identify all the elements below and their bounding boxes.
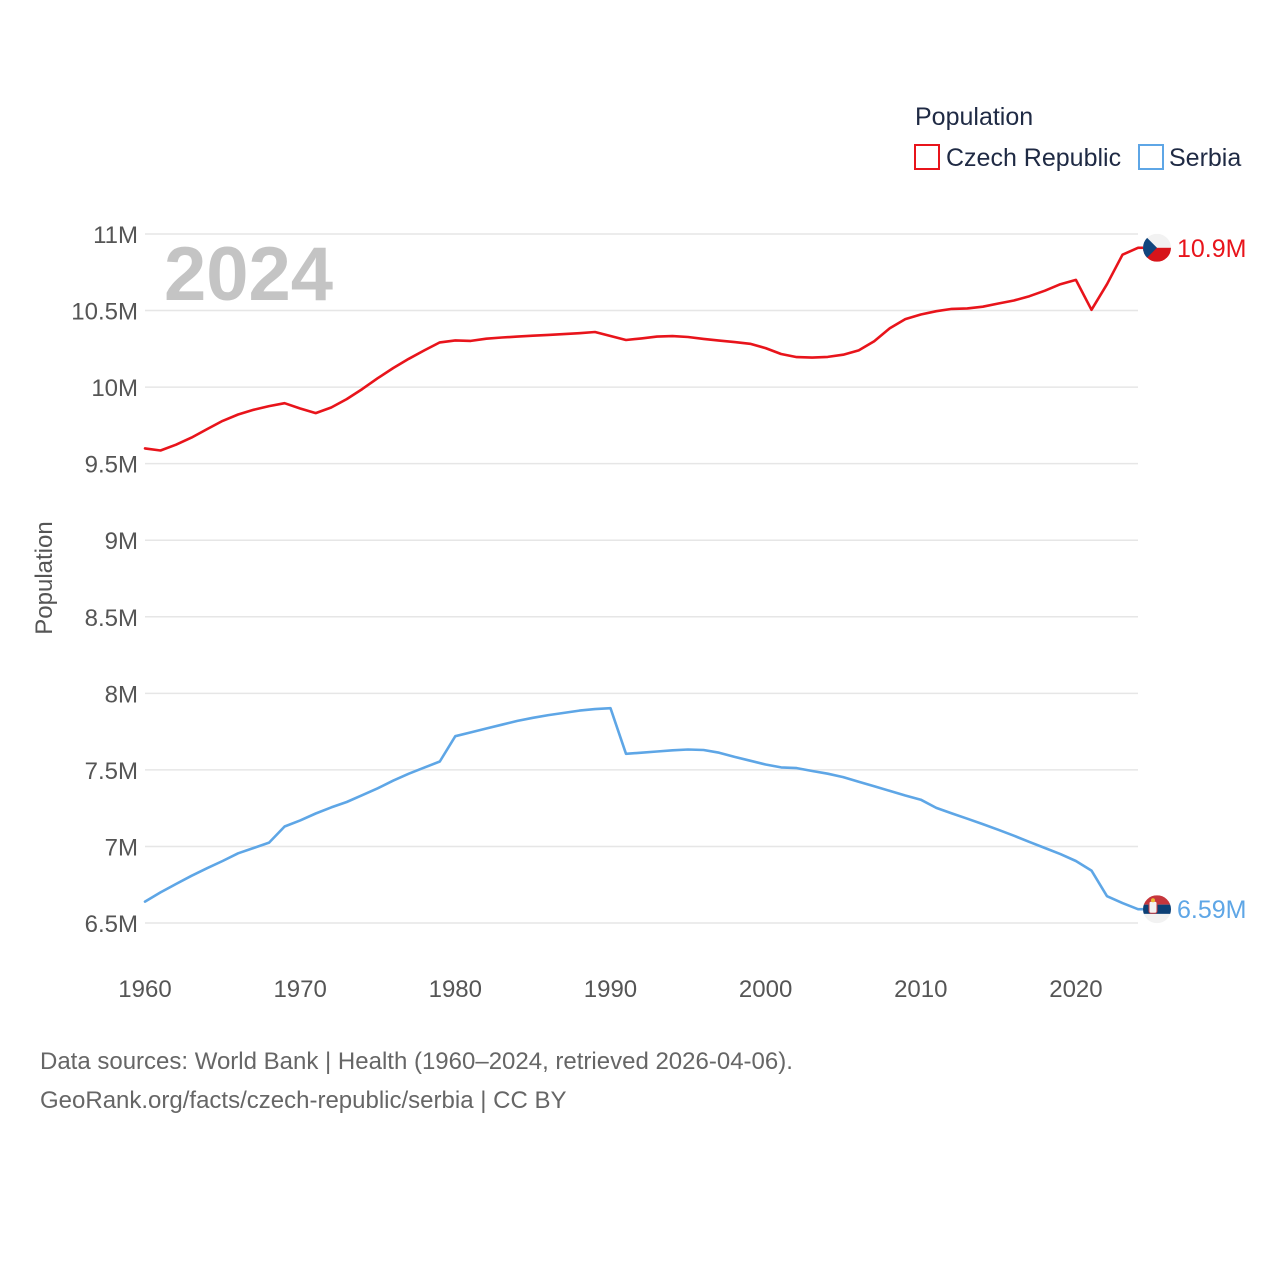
year-watermark: 2024: [164, 232, 333, 317]
x-tick-label: 1980: [429, 976, 482, 1003]
legend-swatch-serbia: [1138, 144, 1164, 170]
x-tick-label: 2000: [739, 976, 792, 1003]
y-tick-label: 9.5M: [85, 452, 138, 479]
serbia-flag-icon: [1143, 895, 1171, 924]
series-lines: [143, 246, 1140, 911]
legend-item-serbia[interactable]: Serbia: [1138, 144, 1241, 172]
y-axis-label: Population: [31, 521, 58, 634]
legend: Population Czech Republic Serbia: [914, 103, 1241, 172]
source-line-1: Data sources: World Bank | Health (1960–…: [40, 1048, 793, 1075]
y-tick-label: 10M: [91, 375, 138, 402]
series-line-serbia[interactable]: [143, 706, 1140, 911]
y-tick-label: 6.5M: [85, 911, 138, 938]
end-value-label-serbia: 6.59M: [1177, 896, 1246, 924]
y-tick-label: 7.5M: [85, 758, 138, 785]
x-axis-ticks: 1960 1970 1980 1990 2000 2010 2020: [118, 976, 1102, 1003]
y-tick-label: 8.5M: [85, 605, 138, 632]
y-tick-label: 7M: [105, 834, 138, 861]
series-endpoints: 10.9M 6.59M: [1138, 233, 1246, 924]
legend-swatch-czech-republic: [914, 144, 940, 170]
legend-item-czech-republic[interactable]: Czech Republic: [914, 144, 1121, 172]
legend-label-czech-republic: Czech Republic: [946, 144, 1121, 172]
x-tick-label: 1970: [273, 976, 326, 1003]
legend-label-serbia: Serbia: [1169, 144, 1241, 172]
end-value-label-czech-republic: 10.9M: [1177, 235, 1246, 263]
x-tick-label: 2010: [894, 976, 947, 1003]
x-tick-label: 1960: [118, 976, 171, 1003]
source-line-2[interactable]: GeoRank.org/facts/czech-republic/serbia …: [40, 1087, 566, 1114]
data-sources: Data sources: World Bank | Health (1960–…: [40, 1048, 793, 1114]
gridlines: [145, 233, 1138, 924]
series-line-czech-republic[interactable]: [143, 246, 1140, 452]
y-tick-label: 8M: [105, 681, 138, 708]
x-tick-label: 2020: [1049, 976, 1102, 1003]
x-tick-label: 1990: [584, 976, 637, 1003]
legend-title: Population: [915, 103, 1033, 131]
czech-flag-icon: [1143, 233, 1171, 262]
y-tick-label: 10.5M: [71, 299, 138, 326]
y-tick-label: 9M: [105, 528, 138, 555]
y-tick-label: 11M: [93, 222, 138, 249]
y-axis-ticks: 6.5M 7M 7.5M 8M 8.5M 9M 9.5M 10M 10.5M 11M: [71, 222, 138, 938]
